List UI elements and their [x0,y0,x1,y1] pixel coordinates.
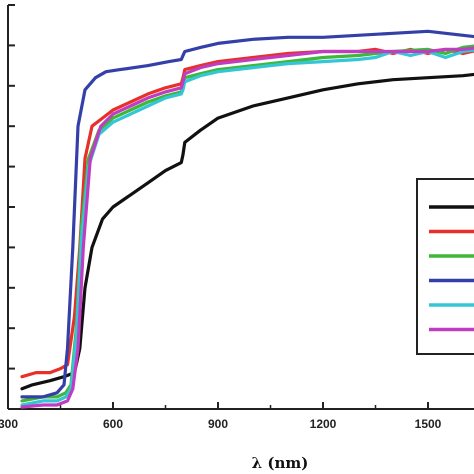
axis-labels: λ (nm) [252,454,309,472]
legend [416,178,474,355]
x-tick-label: 1200 [310,417,337,431]
x-tick-label: 600 [103,417,123,431]
series-line-6 [20,46,474,409]
series-lines [20,29,474,409]
series-line-3 [20,44,474,403]
x-tick-label: 1500 [415,417,442,431]
x-tick-label: 900 [208,417,228,431]
series-line-5 [20,48,474,407]
series-line-2 [20,47,474,379]
x-axis-title: λ (nm) [252,454,309,472]
series-line-1 [20,72,474,391]
axes: 300 600 900 1200 1500 [0,4,474,431]
series-line-4 [20,29,474,399]
x-tick-label: 300 [0,417,18,431]
